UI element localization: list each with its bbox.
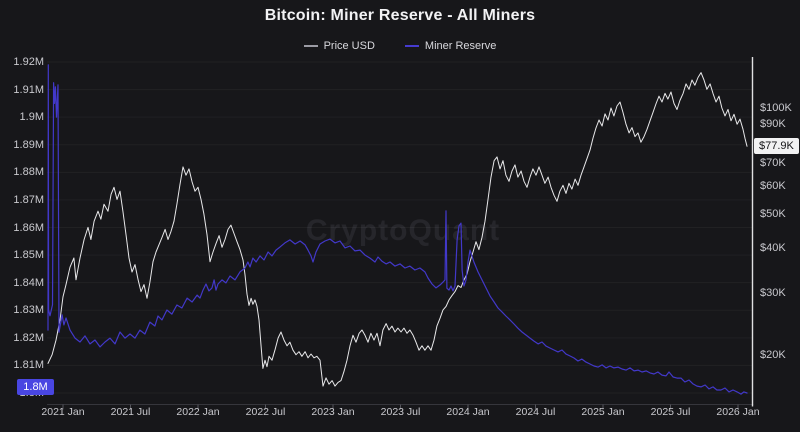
right-axis-tick-label: $100K — [760, 102, 792, 114]
left-axis-tick-label: 1.85M — [13, 249, 44, 262]
x-axis-tick-label: 2022 Jan — [176, 406, 220, 418]
left-axis-tick-label: 1.81M — [13, 359, 44, 372]
left-axis-tick-label: 1.91M — [13, 83, 44, 96]
left-axis-tick-label: 1.84M — [13, 276, 44, 289]
left-axis-tick-label: 1.82M — [13, 331, 44, 344]
price-line-swatch-icon — [303, 45, 318, 47]
x-axis-tick-label: 2023 Jul — [380, 406, 421, 418]
right-axis-tick-label: $70K — [760, 156, 786, 169]
left-axis-tick-label: 1.87M — [13, 193, 44, 206]
x-axis-tick-label: 2025 Jul — [650, 406, 691, 418]
left-axis-tick-label: 1.83M — [13, 304, 44, 317]
chart-title: Bitcoin: Miner Reserve - All Miners — [264, 7, 536, 24]
miner-reserve-line[interactable] — [47, 64, 748, 395]
legend-item-price-usd[interactable]: Price USD — [303, 40, 375, 52]
left-axis-tick-label: 1.89M — [13, 138, 44, 151]
left-axis-tick-label: 1.9M — [19, 111, 44, 124]
legend-item-miner-reserve[interactable]: Miner Reserve — [404, 40, 497, 52]
right-axis-tick-label: $40K — [760, 242, 786, 255]
x-axis-tick-label: 2022 Jul — [245, 406, 286, 418]
right-axis-tick-label: $60K — [760, 180, 786, 193]
x-axis-tick-label: 2023 Jan — [311, 406, 355, 418]
right-axis-tick-label: $90K — [760, 118, 786, 131]
x-axis-tick-label: 2021 Jul — [110, 406, 151, 418]
x-axis-tick-label: 2026 Jan — [716, 406, 760, 418]
x-axis-tick-label: 2025 Jan — [581, 406, 625, 418]
x-axis-tick-label: 2021 Jan — [41, 406, 85, 418]
legend-label: Price USD — [323, 40, 375, 52]
price-usd-line[interactable] — [47, 72, 748, 387]
reserve-line-swatch-icon — [404, 45, 419, 47]
right-axis-tick-label: $20K — [760, 348, 786, 361]
left-axis-tick-label: 1.92M — [13, 56, 44, 68]
chart-legend: Price USD Miner Reserve — [0, 40, 800, 52]
right-axis-tick-label: $50K — [760, 208, 786, 221]
left-axis-tick-label: 1.86M — [13, 221, 44, 234]
x-axis-tick-label: 2024 Jul — [515, 406, 556, 418]
price-current-value-badge: $77.9K — [754, 138, 799, 155]
right-axis-tick-label: $30K — [760, 286, 786, 299]
x-axis-tick-label: 2024 Jan — [446, 406, 490, 418]
reserve-current-value-badge: 1.8M — [17, 379, 54, 396]
left-axis-tick-label: 1.88M — [13, 166, 44, 179]
legend-label: Miner Reserve — [424, 40, 497, 52]
